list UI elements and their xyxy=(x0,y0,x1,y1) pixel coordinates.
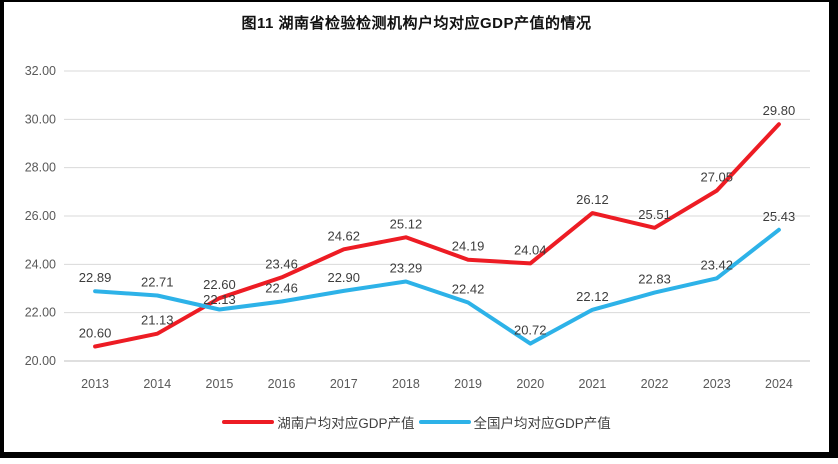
legend-label-national: 全国户均对应GDP产值 xyxy=(473,416,611,431)
data-label: 22.46 xyxy=(265,281,298,296)
y-axis-tick-labels: 20.00 22.00 24.00 26.00 28.00 30.00 32.00 xyxy=(25,64,56,368)
x-axis-tick-label: 2024 xyxy=(765,377,793,391)
national-series-line-icon xyxy=(418,420,471,424)
x-axis-tick-label: 2014 xyxy=(143,377,171,391)
data-label: 29.80 xyxy=(763,103,796,118)
x-axis-tick-label: 2016 xyxy=(268,377,296,391)
data-label: 22.42 xyxy=(452,282,485,297)
x-axis-tick-label: 2017 xyxy=(330,377,358,391)
data-label: 27.05 xyxy=(700,170,733,185)
data-label: 24.19 xyxy=(452,239,485,254)
data-label: 22.90 xyxy=(327,270,360,285)
national-series-line xyxy=(93,227,781,346)
x-axis-tick-label: 2021 xyxy=(579,377,607,391)
x-axis-tick-labels: 2013 2014 2015 2016 2017 2018 2019 2020 2021 2022… xyxy=(81,377,793,391)
y-axis-tick-label: 28.00 xyxy=(25,161,56,175)
data-label: 26.12 xyxy=(576,192,609,207)
data-label: 23.46 xyxy=(265,256,298,271)
legend-item-hunan: 湖南户均对应GDP产值 xyxy=(222,412,415,432)
data-label: 22.13 xyxy=(203,292,236,307)
x-axis-tick-label: 2013 xyxy=(81,377,109,391)
data-label: 24.04 xyxy=(514,242,547,257)
data-label: 23.42 xyxy=(700,257,733,272)
data-label: 22.89 xyxy=(79,270,112,285)
x-axis-tick-label: 2020 xyxy=(516,377,544,391)
data-label: 20.72 xyxy=(514,323,547,338)
y-axis-tick-label: 22.00 xyxy=(25,306,56,320)
chart-title: 图11 湖南省检验检测机构户均对应GDP产值的情况 xyxy=(241,15,592,32)
y-gridlines xyxy=(64,70,810,362)
data-label: 20.60 xyxy=(79,326,112,341)
y-axis-tick-label: 20.00 xyxy=(25,354,56,368)
x-axis-tick-label: 2019 xyxy=(454,377,482,391)
y-axis-tick-label: 30.00 xyxy=(25,112,56,126)
data-label: 23.29 xyxy=(390,260,423,275)
data-label: 25.51 xyxy=(638,207,671,222)
data-label: 21.13 xyxy=(141,313,174,328)
x-axis-tick-label: 2015 xyxy=(206,377,234,391)
data-label: 25.43 xyxy=(763,209,796,224)
y-axis-tick-label: 24.00 xyxy=(25,257,56,271)
data-label: 25.12 xyxy=(390,216,423,231)
data-label: 22.60 xyxy=(203,277,236,292)
chart-legend: 湖南户均对应GDP产值 全国户均对应GDP产值 xyxy=(4,412,829,432)
hunan-series-line-icon xyxy=(222,420,275,424)
legend-item-national: 全国户均对应GDP产值 xyxy=(418,412,611,432)
x-axis-tick-label: 2023 xyxy=(703,377,731,391)
data-label: 22.83 xyxy=(638,272,671,287)
x-axis-tick-label: 2022 xyxy=(641,377,669,391)
data-label: 24.62 xyxy=(327,228,360,243)
hunan-series-line xyxy=(93,122,781,349)
y-axis-tick-label: 32.00 xyxy=(25,64,56,78)
data-label: 22.12 xyxy=(576,289,609,304)
legend-label-hunan: 湖南户均对应GDP产值 xyxy=(277,416,415,431)
data-label: 22.71 xyxy=(141,275,174,290)
x-axis-tick-label: 2018 xyxy=(392,377,420,391)
y-axis-tick-label: 26.00 xyxy=(25,209,56,223)
